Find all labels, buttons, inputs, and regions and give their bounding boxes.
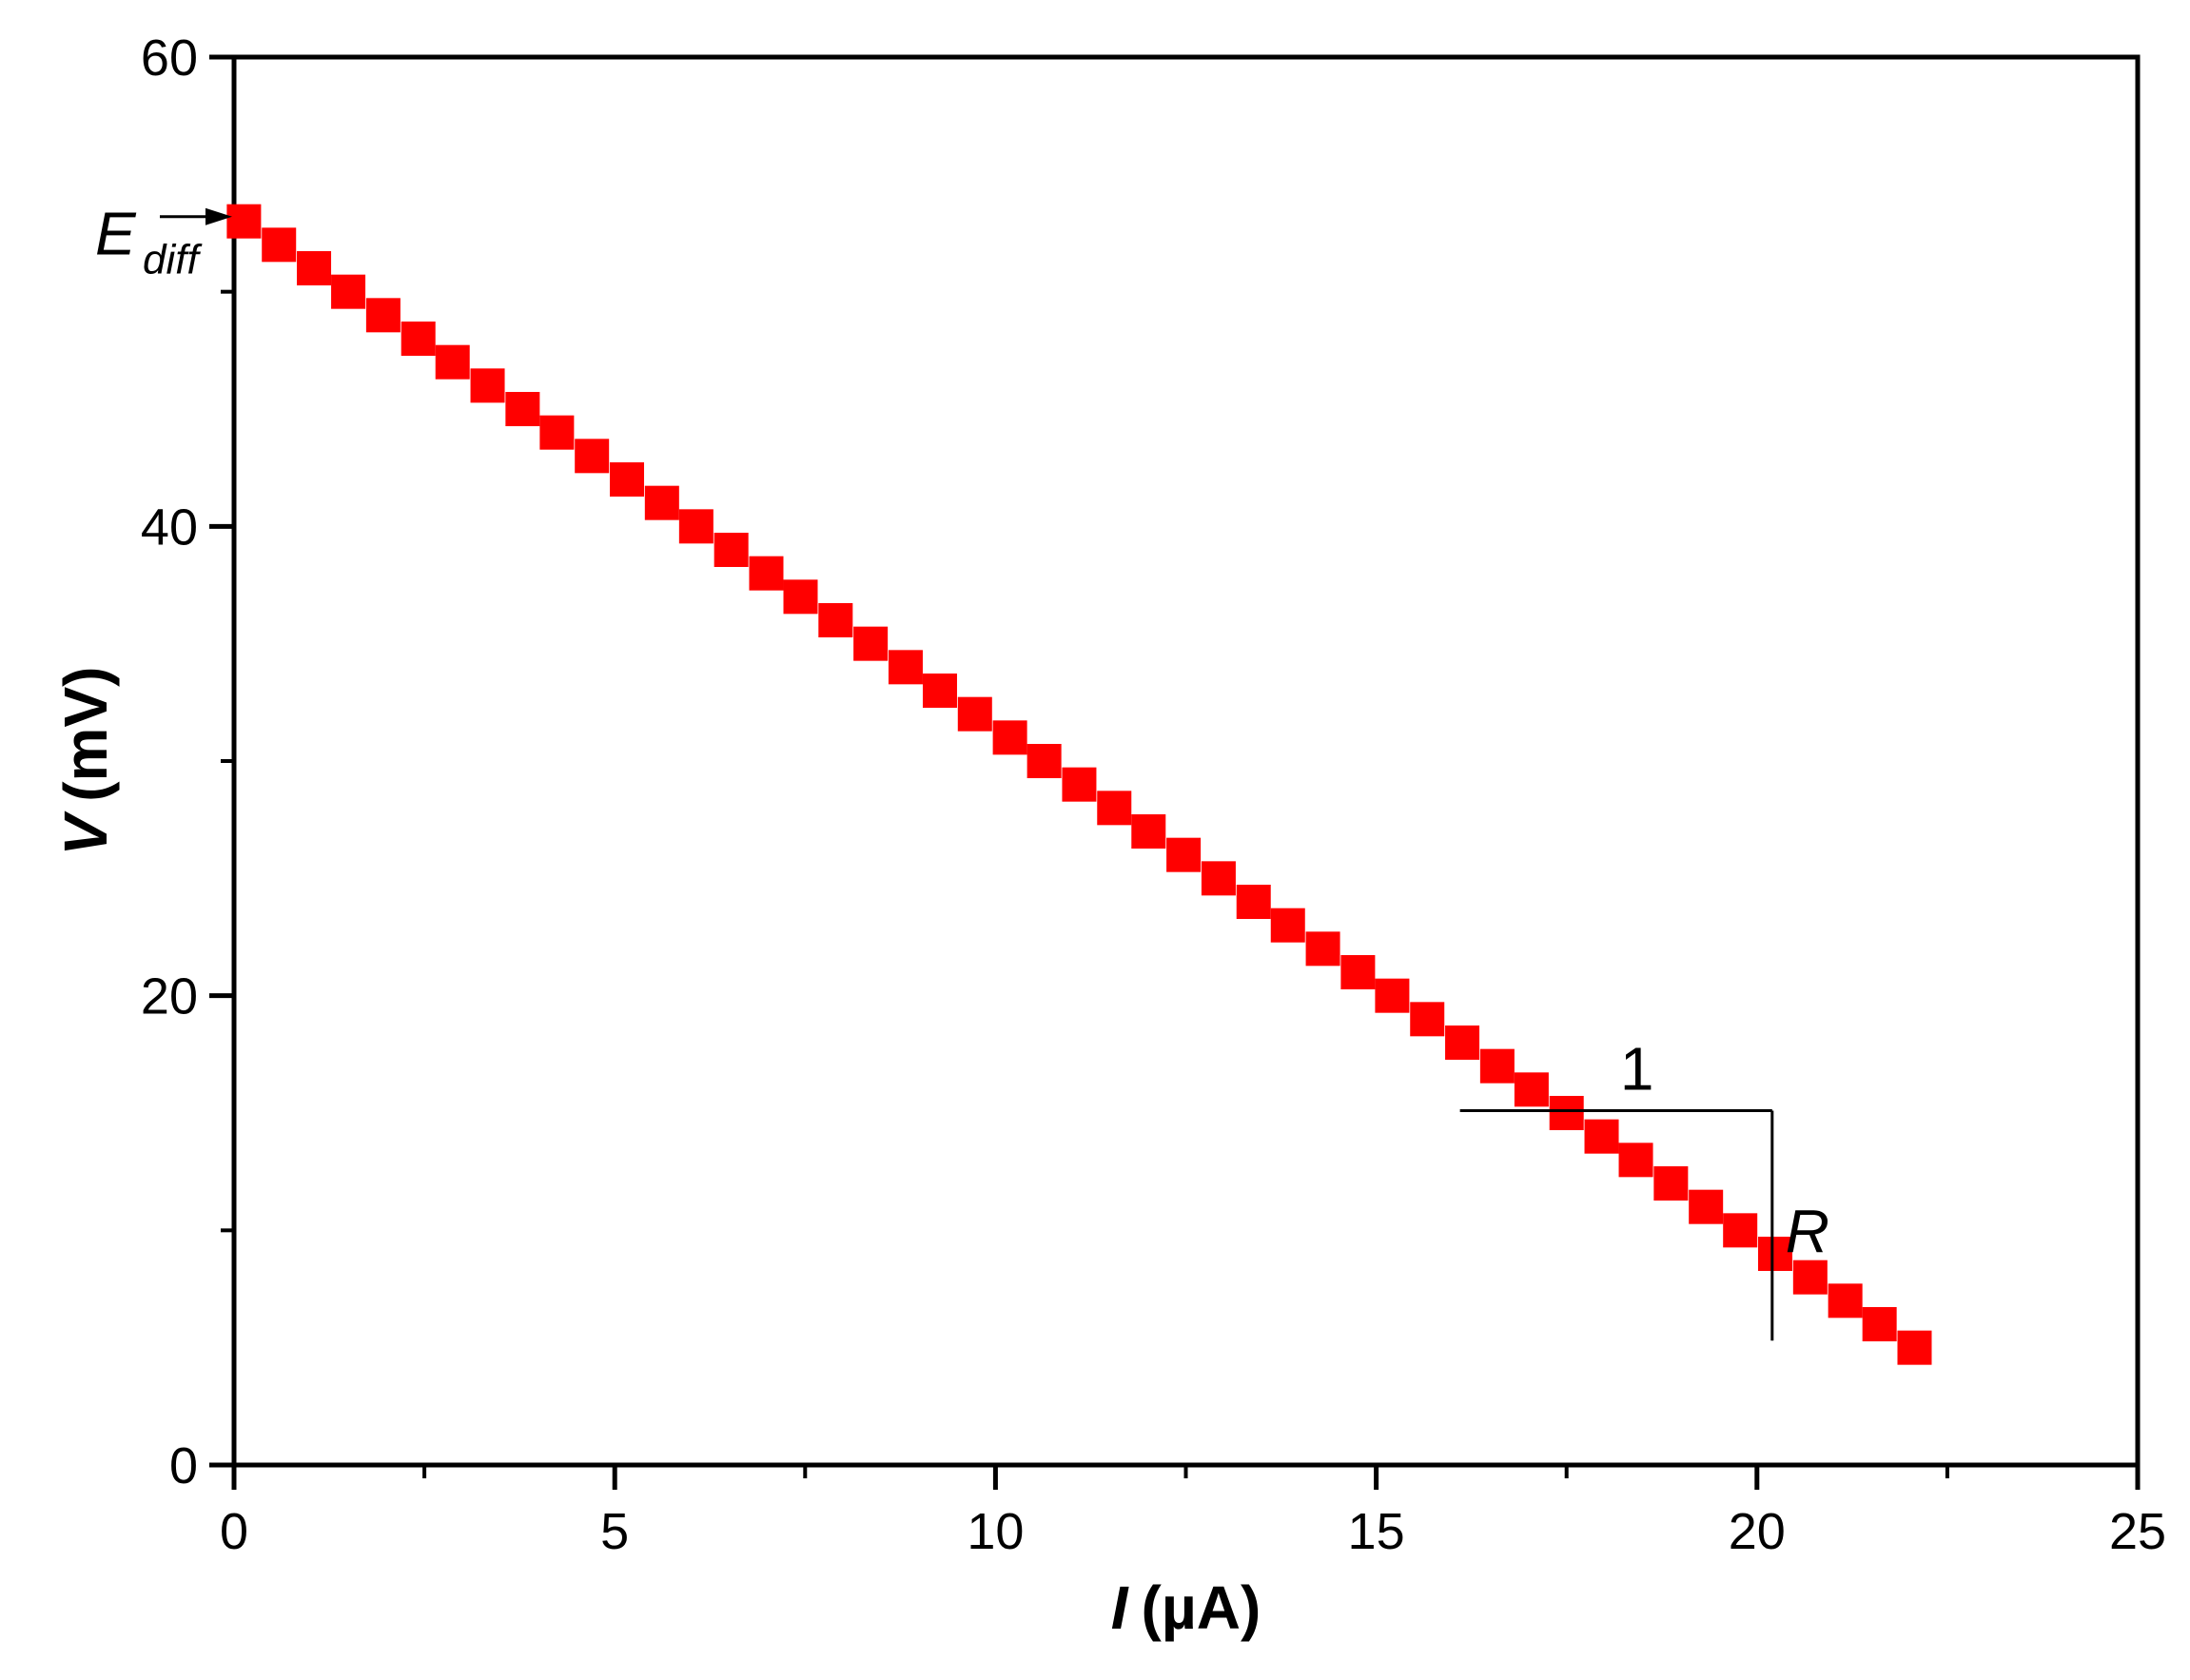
data-point [297,251,332,285]
data-point [1305,931,1340,967]
data-series [226,204,1932,1365]
data-point [1445,1026,1480,1060]
x-axis-label-unit: (µA) [1142,1573,1261,1642]
data-point [1584,1119,1619,1154]
y-axis-label-unit: (mV) [51,667,120,802]
data-point [1758,1237,1793,1271]
x-tick-label: 15 [1348,1503,1405,1560]
data-point [678,509,714,544]
data-point [1131,814,1166,849]
data-point [262,227,297,263]
data-point [1097,791,1132,826]
x-tick-label: 25 [2109,1503,2166,1560]
data-point [1027,744,1062,778]
data-point [1792,1260,1828,1295]
y-axis-label: V (mV) [51,667,120,856]
data-point [888,650,923,685]
data-point [226,204,262,239]
x-axis-label: I (µA) [1111,1573,1261,1642]
data-point [749,556,784,591]
intercept-label-main: E [95,200,137,268]
data-point [1862,1307,1897,1341]
tick-labels: 0 5 10 15 20 25 0 20 40 60 [141,29,2166,1560]
data-point [644,485,679,520]
y-axis-label-var: V [51,810,120,855]
data-point [1479,1048,1515,1084]
data-point [957,696,992,732]
data-point [1897,1330,1932,1365]
data-point [922,674,957,708]
data-point [470,368,505,403]
data-point [1723,1213,1758,1248]
data-point [1653,1166,1689,1201]
data-point [1689,1189,1724,1224]
intercept-arrow-head [205,207,232,225]
data-point [1201,861,1236,896]
data-point [1236,885,1271,919]
data-point [575,439,610,474]
data-point [1828,1283,1863,1319]
data-point [539,415,575,450]
data-point [1618,1143,1653,1178]
x-axis-label-var: I [1111,1573,1129,1642]
x-tick-label: 0 [220,1503,248,1560]
y-tick-label: 40 [141,498,198,556]
data-point [1514,1072,1549,1107]
data-point [1270,908,1305,943]
data-point [1166,837,1202,872]
data-point [1549,1096,1584,1130]
data-point [783,579,818,615]
intercept-label-sub: diff [143,237,203,283]
slope-run-label: 1 [1620,1035,1654,1104]
data-point [714,533,749,567]
data-point [818,603,853,637]
x-tick-label: 20 [1729,1503,1786,1560]
y-tick-label: 60 [141,29,198,87]
data-point [505,392,540,426]
data-point [401,322,436,356]
data-point [435,344,470,380]
data-point [1410,1002,1445,1037]
x-tick-label: 5 [600,1503,629,1560]
data-point [331,274,366,309]
data-point [1375,978,1410,1013]
data-point [610,462,645,497]
axis-ticks [209,54,2141,1490]
data-point [853,626,889,661]
data-point [365,298,401,333]
data-point [992,720,1027,755]
slope-rise-label: R [1786,1197,1829,1265]
data-point [1340,955,1376,989]
data-point [1062,767,1097,802]
x-tick-label: 10 [967,1503,1024,1560]
y-tick-label: 0 [169,1437,198,1494]
y-tick-label: 20 [141,968,198,1026]
plot-frame [231,54,2141,1468]
